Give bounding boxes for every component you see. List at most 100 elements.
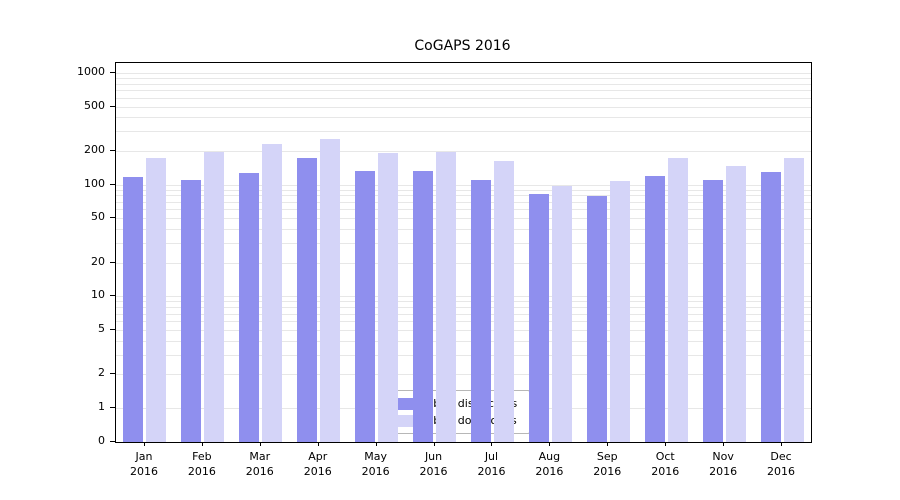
bar-downloads bbox=[783, 157, 804, 442]
y-tick-mark bbox=[110, 295, 115, 297]
plot-area: Nb of distinct IPs Nb of downloads bbox=[115, 62, 812, 443]
x-tick-mark bbox=[259, 442, 261, 446]
bar-distinct-ips bbox=[586, 196, 607, 442]
x-tick-month: Jan bbox=[135, 450, 153, 463]
x-tick-month: Feb bbox=[192, 450, 212, 463]
y-gridline bbox=[116, 301, 811, 303]
x-tick-mark bbox=[665, 442, 667, 446]
x-tick-label: May 2016 bbox=[346, 449, 406, 479]
y-gridline bbox=[116, 218, 811, 220]
x-tick-year: 2016 bbox=[767, 465, 796, 478]
x-tick-month: Dec bbox=[770, 450, 792, 463]
bar-downloads bbox=[320, 138, 341, 442]
x-tick-year: 2016 bbox=[245, 465, 274, 478]
y-tick-label: 20 bbox=[91, 254, 105, 268]
y-gridline bbox=[116, 117, 811, 119]
bar-downloads bbox=[493, 161, 514, 442]
y-tick-mark bbox=[110, 328, 115, 330]
y-tick-label: 10 bbox=[91, 288, 105, 302]
x-tick-label: Jul 2016 bbox=[461, 449, 521, 479]
bar-distinct-ips bbox=[297, 158, 318, 442]
bar-downloads bbox=[146, 157, 167, 442]
bar-distinct-ips bbox=[470, 179, 491, 442]
x-tick-month: Aug bbox=[538, 450, 561, 463]
y-gridline bbox=[116, 151, 811, 153]
y-tick-label: 1000 bbox=[77, 64, 105, 78]
y-gridline bbox=[116, 106, 811, 108]
y-tick-label: 0 bbox=[98, 434, 105, 447]
x-tick-mark bbox=[375, 442, 377, 446]
x-tick-label: Mar 2016 bbox=[230, 449, 290, 479]
y-tick-mark bbox=[110, 150, 115, 152]
y-tick-label: 500 bbox=[84, 98, 105, 112]
y-tick-mark bbox=[110, 183, 115, 185]
x-tick-mark bbox=[549, 442, 551, 446]
y-gridline bbox=[116, 97, 811, 99]
y-tick-mark bbox=[110, 105, 115, 107]
x-tick-label: Jan 2016 bbox=[114, 449, 174, 479]
y-gridline bbox=[116, 195, 811, 197]
bar-downloads bbox=[725, 165, 746, 442]
bar-downloads bbox=[204, 152, 225, 442]
y-gridline bbox=[116, 321, 811, 323]
x-tick-mark bbox=[143, 442, 145, 446]
y-tick-mark bbox=[110, 407, 115, 408]
y-tick-label: 5 bbox=[98, 321, 105, 335]
bar-distinct-ips bbox=[528, 194, 549, 442]
x-tick-month: Sep bbox=[596, 450, 618, 463]
y-gridline bbox=[116, 78, 811, 80]
x-tick-mark bbox=[317, 442, 319, 446]
y-gridline bbox=[116, 296, 811, 298]
y-gridline bbox=[116, 374, 811, 376]
bar-downloads bbox=[551, 186, 572, 442]
x-tick-year: 2016 bbox=[187, 465, 216, 478]
x-tick-mark bbox=[201, 442, 203, 446]
y-tick-mark bbox=[110, 441, 115, 442]
x-tick-label: Dec 2016 bbox=[751, 449, 811, 479]
x-tick-label: Jun 2016 bbox=[404, 449, 464, 479]
x-tick-month: Mar bbox=[249, 450, 271, 463]
x-tick-label: Nov 2016 bbox=[693, 449, 753, 479]
x-tick-year: 2016 bbox=[419, 465, 448, 478]
y-gridline bbox=[116, 243, 811, 245]
x-tick-month: Jun bbox=[424, 450, 443, 463]
y-tick-mark bbox=[110, 217, 115, 219]
y-tick-label: 1 bbox=[98, 400, 105, 413]
y-gridline bbox=[116, 229, 811, 231]
y-tick-mark bbox=[110, 71, 115, 73]
y-tick-label: 200 bbox=[84, 143, 105, 157]
bar-distinct-ips bbox=[413, 171, 434, 442]
x-tick-mark bbox=[723, 442, 725, 446]
y-gridline bbox=[116, 90, 811, 92]
y-gridline bbox=[116, 262, 811, 264]
y-tick-label: 50 bbox=[91, 210, 105, 224]
x-tick-year: 2016 bbox=[361, 465, 390, 478]
bar-downloads bbox=[609, 181, 630, 442]
x-tick-year: 2016 bbox=[129, 465, 158, 478]
x-tick-year: 2016 bbox=[651, 465, 680, 478]
y-gridline bbox=[116, 189, 811, 191]
y-tick-mark bbox=[110, 373, 115, 375]
x-tick-mark bbox=[607, 442, 609, 446]
x-tick-mark bbox=[781, 442, 783, 446]
bar-downloads bbox=[262, 143, 283, 442]
bar-distinct-ips bbox=[702, 180, 723, 442]
bar-distinct-ips bbox=[355, 170, 376, 442]
x-tick-mark bbox=[433, 442, 435, 446]
x-tick-label: Apr 2016 bbox=[288, 449, 348, 479]
y-gridline bbox=[116, 354, 811, 356]
y-tick-mark bbox=[110, 261, 115, 263]
bar-downloads bbox=[436, 151, 457, 442]
x-tick-year: 2016 bbox=[477, 465, 506, 478]
y-gridline bbox=[116, 83, 811, 85]
bar-distinct-ips bbox=[239, 173, 260, 442]
y-gridline bbox=[116, 184, 811, 186]
x-tick-year: 2016 bbox=[303, 465, 332, 478]
x-tick-label: Oct 2016 bbox=[635, 449, 695, 479]
x-tick-mark bbox=[491, 442, 493, 446]
x-tick-label: Sep 2016 bbox=[577, 449, 637, 479]
y-gridline bbox=[116, 201, 811, 203]
bar-downloads bbox=[667, 158, 688, 442]
y-gridline bbox=[116, 340, 811, 342]
